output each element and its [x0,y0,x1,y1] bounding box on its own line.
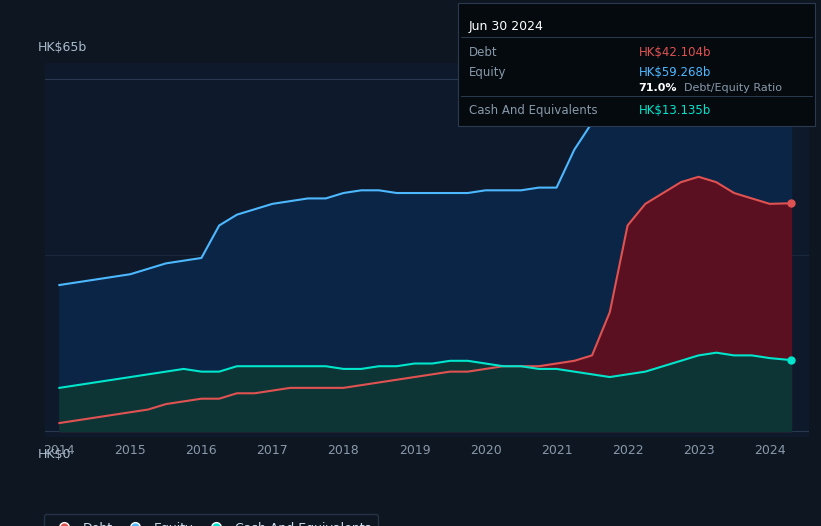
Text: HK$59.268b: HK$59.268b [639,66,711,79]
Text: HK$13.135b: HK$13.135b [639,104,711,117]
Text: HK$42.104b: HK$42.104b [639,46,711,59]
Text: HK$0: HK$0 [38,448,71,461]
Text: HK$65b: HK$65b [38,41,87,54]
Text: Equity: Equity [469,66,507,79]
Text: 71.0%: 71.0% [639,83,677,94]
Text: Cash And Equivalents: Cash And Equivalents [469,104,598,117]
Legend: Debt, Equity, Cash And Equivalents: Debt, Equity, Cash And Equivalents [44,514,378,526]
Text: Jun 30 2024: Jun 30 2024 [469,20,544,33]
Text: Debt: Debt [469,46,498,59]
Text: Debt/Equity Ratio: Debt/Equity Ratio [684,83,782,94]
